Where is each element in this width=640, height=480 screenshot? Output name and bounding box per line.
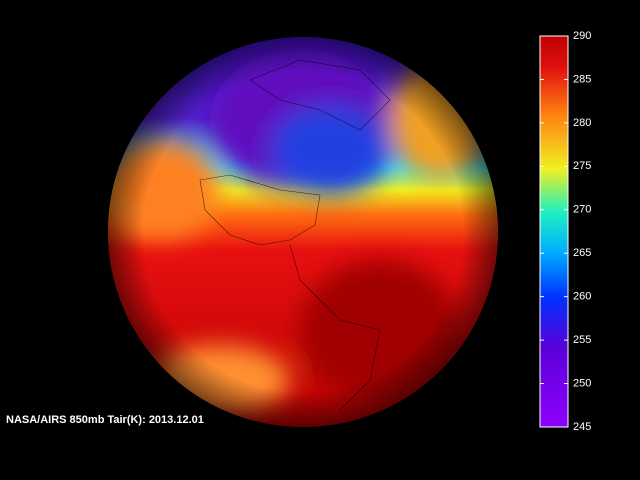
tick-label: 245	[573, 421, 591, 433]
tick-label: 260	[573, 291, 591, 303]
tick-label: 275	[573, 160, 591, 172]
tick-label: 280	[573, 117, 591, 129]
colorbar	[539, 35, 569, 428]
tick-label: 250	[573, 377, 591, 389]
caption: NASA/AIRS 850mb Tair(K): 2013.12.01	[6, 414, 204, 426]
tick-label: 290	[573, 30, 591, 42]
globe	[108, 37, 498, 427]
tick-label: 270	[573, 204, 591, 216]
tick-label: 255	[573, 334, 591, 346]
tick-label: 265	[573, 247, 591, 259]
tick-label: 285	[573, 73, 591, 85]
